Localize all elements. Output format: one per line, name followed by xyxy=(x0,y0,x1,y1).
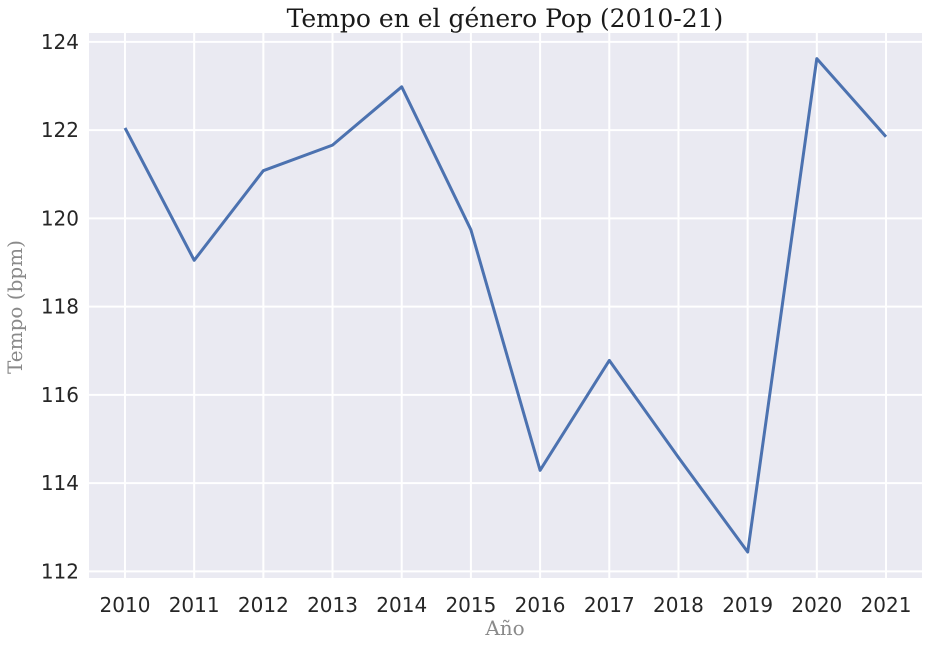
x-tick-label: 2016 xyxy=(515,593,566,617)
y-tick-label: 120 xyxy=(41,206,79,230)
x-tick-label: 2021 xyxy=(861,593,912,617)
x-tick-label: 2011 xyxy=(169,593,220,617)
x-tick-label: 2018 xyxy=(653,593,704,617)
x-tick-label: 2015 xyxy=(445,593,496,617)
x-tick-label: 2020 xyxy=(791,593,842,617)
plot-area xyxy=(89,33,922,578)
series-line xyxy=(123,57,888,554)
x-tick-label: 2019 xyxy=(722,593,773,617)
y-tick-label: 122 xyxy=(41,118,79,142)
y-axis-ticks: 112 114 116 118 120 122 124 xyxy=(41,30,79,584)
x-tick-label: 2012 xyxy=(238,593,289,617)
y-tick-label: 118 xyxy=(41,295,79,319)
y-axis-label: Tempo (bpm) xyxy=(3,240,27,374)
y-tick-label: 116 xyxy=(41,383,79,407)
gridlines xyxy=(89,33,922,578)
x-tick-label: 2010 xyxy=(100,593,151,617)
x-axis-label: Año xyxy=(484,616,524,640)
x-tick-label: 2014 xyxy=(376,593,427,617)
y-tick-label: 112 xyxy=(41,559,79,583)
x-axis-ticks: 2010 2011 2012 2013 2014 2015 2016 2017 2018 2019… xyxy=(100,593,912,617)
x-tick-label: 2013 xyxy=(307,593,358,617)
chart-title: Tempo en el género Pop (2010-21) xyxy=(287,4,724,33)
y-tick-label: 124 xyxy=(41,30,79,54)
x-tick-label: 2017 xyxy=(584,593,635,617)
y-tick-label: 114 xyxy=(41,471,79,495)
